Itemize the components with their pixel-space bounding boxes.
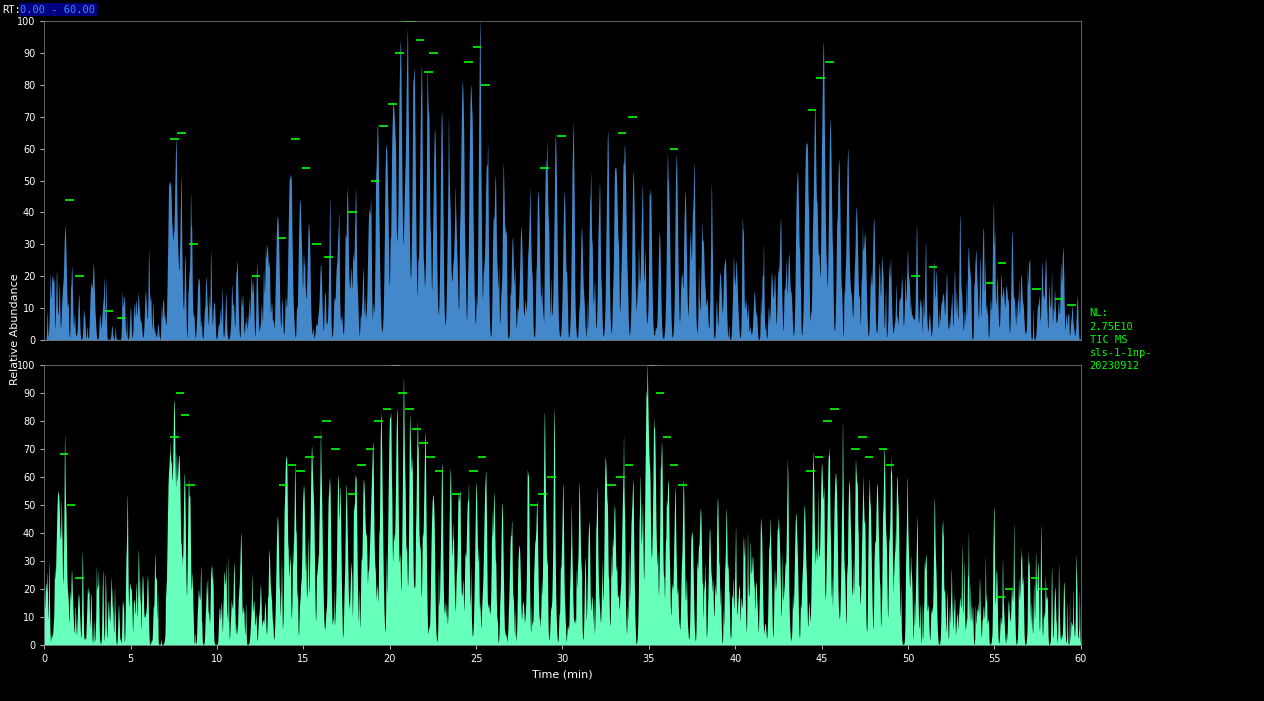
X-axis label: Time (min): Time (min) xyxy=(532,669,593,679)
Text: Relative Abundance: Relative Abundance xyxy=(10,273,20,386)
Text: NL:
2.75E10
TIC MS
sls-1-1np-
20230912: NL: 2.75E10 TIC MS sls-1-1np- 20230912 xyxy=(1090,308,1152,372)
Text: 0.00 - 60.00: 0.00 - 60.00 xyxy=(20,5,95,15)
Text: RT:: RT: xyxy=(3,5,21,15)
